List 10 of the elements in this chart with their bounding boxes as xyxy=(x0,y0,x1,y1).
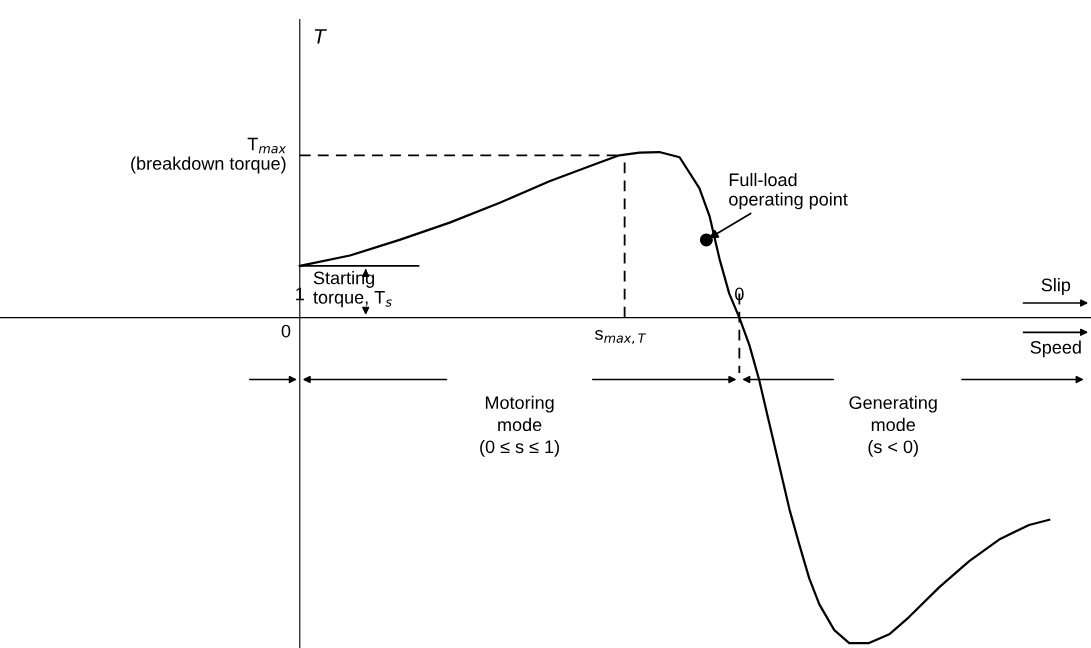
annotation: Generating mode (s < 0) xyxy=(849,395,937,457)
ref-line-label: s$_{max,T}$ xyxy=(595,330,647,345)
annotation: Full-load operating point xyxy=(729,172,848,210)
annotation: Starting torque, T$_{s}$ xyxy=(313,271,392,308)
ref-line-label: T$_{max}$ (breakdown torque) xyxy=(131,137,287,174)
annotation: 0 xyxy=(281,324,291,338)
annotation: Motoring mode (0 ≤ s ≤ 1) xyxy=(480,395,559,457)
text: T xyxy=(314,29,327,44)
annotation: Slip xyxy=(1041,278,1071,295)
annotation: Speed xyxy=(1030,340,1081,358)
